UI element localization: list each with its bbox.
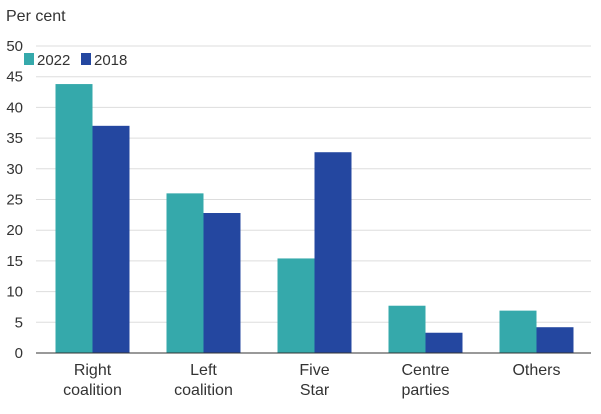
y-tick-label: 20 (6, 222, 23, 239)
x-tick-label: coalition (174, 382, 233, 399)
bar-2022 (277, 258, 315, 353)
bar-2018 (314, 152, 352, 353)
bar-2022 (388, 305, 426, 353)
legend: 2022 2018 (24, 52, 127, 69)
bar-2018 (425, 332, 463, 353)
x-tick-label: Star (300, 382, 330, 399)
y-tick-label: 0 (15, 345, 23, 362)
legend-label: 2022 (37, 52, 70, 69)
y-tick-label: 5 (15, 314, 23, 331)
x-tick-label: coalition (63, 382, 122, 399)
bar-2022 (499, 310, 537, 353)
x-tick-label: Five (299, 362, 329, 379)
x-tick-label: parties (401, 382, 449, 399)
y-tick-label: 10 (6, 284, 23, 301)
y-tick-label: 15 (6, 253, 23, 270)
x-tick-label: Centre (401, 362, 449, 379)
bar-2018 (203, 213, 241, 353)
bar-2018 (536, 327, 574, 353)
legend-label: 2018 (94, 52, 127, 69)
y-tick-label: 45 (6, 69, 23, 86)
y-axis-label: Per cent (6, 8, 66, 25)
x-tick-label: Right (74, 362, 112, 379)
x-axis-labels: Right coalition Left coalition Five Star Centr… (63, 362, 560, 399)
y-axis-ticks: 0 5 10 15 20 25 30 35 40 45 50 (6, 38, 23, 362)
y-tick-label: 30 (6, 161, 23, 178)
bars (55, 84, 574, 354)
bar-2022 (166, 193, 204, 353)
y-tick-label: 50 (6, 38, 23, 55)
y-tick-label: 25 (6, 192, 23, 209)
legend-swatch-2018 (81, 53, 91, 65)
y-tick-label: 40 (6, 99, 23, 116)
bar-2018 (92, 125, 130, 353)
bar-2022 (55, 84, 93, 354)
x-tick-label: Others (512, 362, 560, 379)
x-tick-label: Left (190, 362, 217, 379)
y-tick-label: 35 (6, 130, 23, 147)
legend-swatch-2022 (24, 53, 34, 65)
